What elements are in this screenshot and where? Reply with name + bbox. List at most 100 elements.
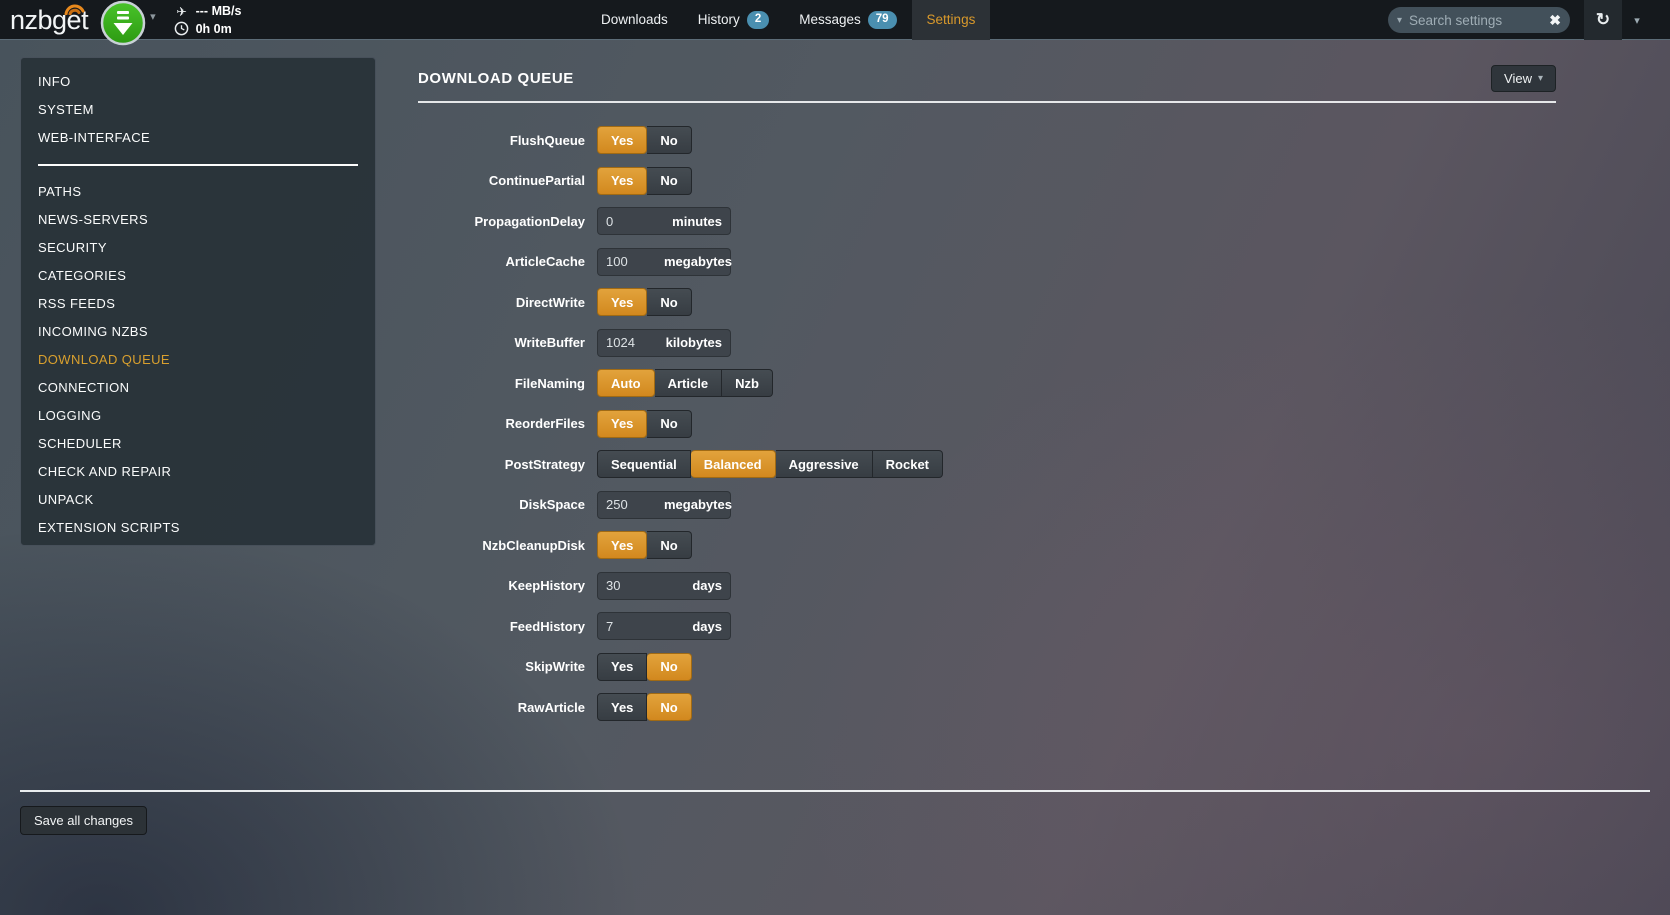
unit-label: megabytes bbox=[664, 254, 732, 269]
sidebar-item-check-and-repair[interactable]: CHECK AND REPAIR bbox=[38, 464, 172, 479]
value-input-group: days bbox=[597, 612, 731, 640]
value-input[interactable] bbox=[606, 497, 664, 512]
tab-label: Downloads bbox=[601, 12, 668, 27]
top-navbar: nzbget ▾ ✈ --- MB/s bbox=[0, 0, 1670, 46]
sidebar-item-scheduler[interactable]: SCHEDULER bbox=[38, 436, 122, 451]
setting-label: DirectWrite bbox=[515, 294, 585, 310]
option-button[interactable]: Yes bbox=[597, 693, 648, 721]
value-input[interactable] bbox=[606, 213, 664, 229]
bottom-divider bbox=[20, 790, 1650, 792]
option-button[interactable]: Sequential bbox=[597, 450, 691, 478]
value-input[interactable] bbox=[606, 618, 664, 634]
unit-label: megabytes bbox=[664, 497, 732, 512]
option-button[interactable]: No bbox=[647, 652, 692, 681]
switch-group: Yes No bbox=[597, 652, 692, 681]
switch-group: Yes No bbox=[597, 126, 692, 154]
setting-label: RawArticle bbox=[517, 699, 585, 715]
option-button[interactable]: No bbox=[647, 126, 692, 154]
value-input[interactable] bbox=[606, 578, 664, 593]
setting-row: PostStrategy Sequential Balanced Aggressive… bbox=[418, 450, 1556, 478]
logo-wifi-icon bbox=[64, 4, 85, 15]
sidebar-item-paths[interactable]: PATHS bbox=[38, 184, 82, 199]
option-button[interactable]: No bbox=[647, 288, 692, 316]
setting-row: NzbCleanupDisk Yes No bbox=[418, 531, 1556, 559]
option-button[interactable]: Yes bbox=[597, 409, 648, 438]
switch-group: Yes No bbox=[597, 409, 692, 438]
sidebar-item-extension-scripts[interactable]: EXTENSION SCRIPTS bbox=[38, 520, 180, 535]
view-caret-icon: ▾ bbox=[1537, 73, 1543, 84]
option-button[interactable]: Rocket bbox=[872, 450, 944, 478]
setting-label: PostStrategy bbox=[504, 456, 585, 472]
setting-label: SkipWrite bbox=[525, 659, 585, 674]
setting-label: KeepHistory bbox=[508, 578, 585, 593]
speed-menu-caret-icon[interactable]: ▾ bbox=[150, 11, 156, 23]
option-button[interactable]: Balanced bbox=[690, 450, 776, 478]
settings-form: FlushQueue Yes No ContinuePartial Yes No Propa… bbox=[418, 126, 1556, 721]
main-nav-tabs: Downloads History 2 Messages 79 Settings bbox=[586, 0, 991, 40]
setting-label: DiskSpace bbox=[519, 497, 585, 512]
search-caret-icon[interactable]: ▾ bbox=[1397, 14, 1403, 26]
navbar-right-controls: ▾ ✖ ↻ ▾ bbox=[1388, 0, 1652, 40]
setting-row: SkipWrite Yes No bbox=[418, 652, 1556, 681]
refresh-icon: ↻ bbox=[1595, 10, 1611, 29]
option-button[interactable]: No bbox=[647, 693, 692, 721]
setting-row: RawArticle Yes No bbox=[418, 693, 1556, 721]
unit-label: days bbox=[692, 618, 722, 634]
view-button[interactable]: View ▾ bbox=[1491, 65, 1556, 92]
sidebar-item-connection[interactable]: CONNECTION bbox=[38, 380, 130, 395]
option-button[interactable]: Auto bbox=[597, 369, 655, 397]
sidebar-item-system[interactable]: SYSTEM bbox=[38, 102, 94, 117]
value-input-group: minutes bbox=[597, 207, 731, 235]
sidebar-item-info[interactable]: INFO bbox=[38, 74, 71, 89]
refresh-button[interactable]: ↻ bbox=[1584, 0, 1622, 40]
tab-messages[interactable]: Messages 79 bbox=[784, 0, 911, 40]
title-divider bbox=[418, 101, 1556, 103]
option-button[interactable]: Article bbox=[654, 369, 723, 397]
status-block: ✈ --- MB/s 0h 0m bbox=[172, 2, 241, 38]
switch-group: Yes No bbox=[597, 531, 692, 559]
tab-history[interactable]: History 2 bbox=[683, 0, 784, 40]
setting-label: FlushQueue bbox=[509, 132, 585, 148]
logo-area: nzbget ▾ ✈ --- MB/s bbox=[10, 0, 241, 46]
setting-row: PropagationDelay minutes bbox=[418, 207, 1556, 235]
sidebar-item-web-interface[interactable]: WEB-INTERFACE bbox=[38, 130, 151, 145]
uptime-value: 0h 0m bbox=[195, 22, 232, 36]
setting-label: PropagationDelay bbox=[474, 213, 585, 229]
value-input[interactable] bbox=[606, 335, 664, 350]
setting-label: FeedHistory bbox=[509, 618, 585, 634]
download-play-button[interactable] bbox=[100, 0, 146, 46]
search-input[interactable] bbox=[1409, 12, 1546, 28]
tab-settings[interactable]: Settings bbox=[911, 0, 991, 40]
sidebar-item-download-queue[interactable]: DOWNLOAD QUEUE bbox=[38, 352, 171, 367]
search-box: ▾ ✖ bbox=[1388, 7, 1570, 33]
option-button[interactable]: Nzb bbox=[722, 369, 773, 397]
option-button[interactable]: Yes bbox=[597, 652, 648, 681]
save-all-changes-button[interactable]: Save all changes bbox=[20, 806, 148, 835]
sidebar-item-logging[interactable]: LOGGING bbox=[38, 408, 102, 423]
option-button[interactable]: No bbox=[647, 409, 692, 438]
value-input-group: kilobytes bbox=[597, 328, 731, 357]
sidebar-item-rss-feeds[interactable]: RSS FEEDS bbox=[38, 296, 116, 311]
option-button[interactable]: Yes bbox=[597, 166, 648, 195]
value-input[interactable] bbox=[606, 254, 664, 269]
tab-downloads[interactable]: Downloads bbox=[586, 0, 683, 40]
option-button[interactable]: No bbox=[647, 531, 692, 559]
sidebar-item-unpack[interactable]: UNPACK bbox=[38, 492, 94, 507]
option-button[interactable]: Yes bbox=[597, 531, 648, 559]
options-caret-icon[interactable]: ▾ bbox=[1634, 14, 1640, 27]
setting-row: FeedHistory days bbox=[418, 612, 1556, 640]
tab-badge: 79 bbox=[867, 11, 897, 29]
option-button[interactable]: Yes bbox=[597, 126, 648, 154]
switch-group: Yes No bbox=[597, 288, 692, 316]
option-button[interactable]: No bbox=[647, 166, 692, 195]
option-button[interactable]: Yes bbox=[597, 288, 648, 316]
setting-row: ContinuePartial Yes No bbox=[418, 166, 1556, 195]
tab-badge: 2 bbox=[746, 11, 770, 29]
option-button[interactable]: Aggressive bbox=[775, 450, 873, 478]
sidebar-item-news-servers[interactable]: NEWS-SERVERS bbox=[38, 212, 149, 227]
sidebar-item-categories[interactable]: CATEGORIES bbox=[38, 268, 127, 283]
value-input-group: megabytes bbox=[597, 490, 732, 519]
search-clear-icon[interactable]: ✖ bbox=[1549, 11, 1561, 28]
sidebar-item-security[interactable]: SECURITY bbox=[38, 240, 107, 255]
sidebar-item-incoming-nzbs[interactable]: INCOMING NZBS bbox=[38, 324, 148, 339]
